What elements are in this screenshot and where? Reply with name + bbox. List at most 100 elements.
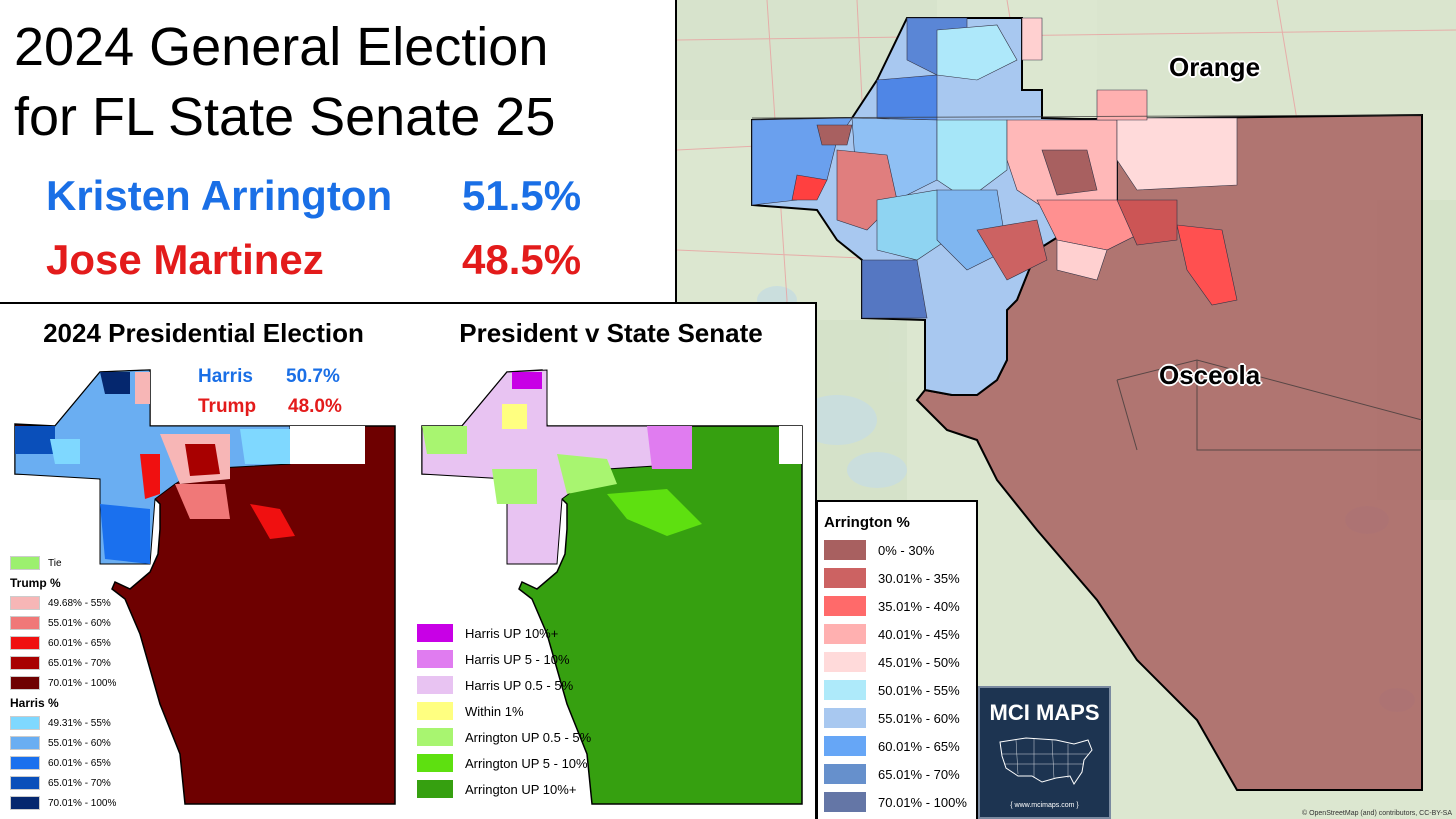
legend-label: 45.01% - 50% bbox=[878, 654, 960, 670]
osceola-county-label: Osceola bbox=[1159, 360, 1261, 390]
legend-label: Tie bbox=[48, 557, 62, 569]
legend-swatch bbox=[10, 556, 40, 570]
harris-label: Harris bbox=[198, 366, 253, 387]
comparison-map bbox=[421, 369, 803, 805]
legend-swatch bbox=[417, 624, 453, 642]
legend-swatch bbox=[417, 780, 453, 798]
comparison-panel: President v State Senate Harris UP 10%+ … bbox=[407, 302, 817, 819]
legend-label: Within 1% bbox=[465, 703, 524, 719]
comp-legend-row-3: Harris UP 0.5 - 5% bbox=[417, 676, 573, 694]
legend-label: 70.01% - 100% bbox=[48, 797, 117, 809]
legend-label: 49.31% - 55% bbox=[48, 717, 111, 729]
legend-swatch bbox=[417, 728, 453, 746]
legend-label: 35.01% - 40% bbox=[878, 598, 960, 614]
legend-label: Arrington UP 0.5 - 5% bbox=[465, 729, 592, 745]
logo-text: MCI MAPS bbox=[989, 700, 1100, 725]
legend-swatch bbox=[824, 652, 866, 672]
legend-row-trump-5: 70.01% - 100% bbox=[10, 676, 116, 690]
legend-swatch bbox=[824, 568, 866, 588]
legend-swatch bbox=[10, 656, 40, 670]
main-legend-row-1: 0% - 30% bbox=[824, 540, 934, 560]
legend-swatch bbox=[10, 756, 40, 770]
trump-pct: 48.0% bbox=[288, 396, 342, 417]
logo-url: { www.mcimaps.com } bbox=[1010, 802, 1079, 809]
arrington-legend: Arrington % 0% - 30% 30.01% - 35% 35.01%… bbox=[816, 500, 978, 819]
legend-swatch bbox=[824, 736, 866, 756]
legend-row-trump-3: 60.01% - 65% bbox=[10, 636, 111, 650]
legend-title: Arrington % bbox=[824, 514, 910, 531]
legend-label: Arrington UP 10%+ bbox=[465, 781, 577, 797]
main-legend-row-9: 65.01% - 70% bbox=[824, 764, 960, 784]
main-legend-row-3: 35.01% - 40% bbox=[824, 596, 960, 616]
legend-row-harris-2: 55.01% - 60% bbox=[10, 736, 111, 750]
main-legend-row-2: 30.01% - 35% bbox=[824, 568, 960, 588]
legend-label: 40.01% - 45% bbox=[878, 626, 960, 642]
comp-legend-row-4: Within 1% bbox=[417, 702, 524, 720]
us-map-icon bbox=[999, 737, 1093, 785]
main-legend-row-5: 45.01% - 50% bbox=[824, 652, 960, 672]
comp-legend-row-5: Arrington UP 0.5 - 5% bbox=[417, 728, 591, 746]
district-precincts bbox=[751, 17, 1423, 791]
legend-label: 60.01% - 65% bbox=[48, 757, 111, 769]
title-line-1: 2024 General Election bbox=[14, 17, 549, 77]
main-legend-row-4: 40.01% - 45% bbox=[824, 624, 960, 644]
legend-swatch bbox=[824, 540, 866, 560]
comp-legend-row-6: Arrington UP 5 - 10% bbox=[417, 754, 588, 772]
map-attribution: © OpenStreetMap (and) contributors, CC-B… bbox=[1301, 810, 1452, 817]
legend-label: 60.01% - 65% bbox=[878, 738, 960, 754]
comparison-title: President v State Senate bbox=[459, 318, 763, 348]
candidate-martinez-pct: 48.5% bbox=[462, 236, 582, 283]
trump-legend-header: Trump % bbox=[10, 576, 61, 590]
legend-swatch bbox=[824, 624, 866, 644]
legend-row-trump-2: 55.01% - 60% bbox=[10, 616, 111, 630]
legend-label: Harris UP 5 - 10% bbox=[465, 651, 570, 667]
legend-row-harris-5: 70.01% - 100% bbox=[10, 796, 116, 810]
legend-label: 60.01% - 65% bbox=[48, 637, 111, 649]
legend-label: 55.01% - 60% bbox=[878, 710, 960, 726]
legend-swatch bbox=[824, 680, 866, 700]
legend-label: 65.01% - 70% bbox=[48, 657, 111, 669]
legend-swatch bbox=[417, 650, 453, 668]
legend-row-trump-1: 49.68% - 55% bbox=[10, 596, 111, 610]
candidate-martinez-name: Jose Martinez bbox=[46, 236, 324, 283]
presidential-map bbox=[14, 369, 396, 805]
main-legend-row-6: 50.01% - 55% bbox=[824, 680, 960, 700]
legend-swatch bbox=[10, 636, 40, 650]
presidential-panel: 2024 Presidential Election Harris 50.7% … bbox=[0, 302, 409, 819]
presidential-title: 2024 Presidential Election bbox=[43, 318, 364, 348]
comp-legend-row-1: Harris UP 10%+ bbox=[417, 624, 558, 642]
comp-legend-row-2: Harris UP 5 - 10% bbox=[417, 650, 570, 668]
legend-label: 50.01% - 55% bbox=[878, 682, 960, 698]
orange-county-label: Orange bbox=[1169, 52, 1261, 82]
legend-swatch bbox=[10, 736, 40, 750]
harris-legend-header: Harris % bbox=[10, 696, 59, 710]
legend-swatch bbox=[10, 796, 40, 810]
legend-swatch bbox=[10, 616, 40, 630]
main-legend-row-8: 60.01% - 65% bbox=[824, 736, 960, 756]
legend-label: 65.01% - 70% bbox=[878, 766, 960, 782]
legend-swatch bbox=[824, 596, 866, 616]
comp-legend-row-7: Arrington UP 10%+ bbox=[417, 780, 576, 798]
legend-label: 55.01% - 60% bbox=[48, 617, 111, 629]
legend-label: Harris UP 0.5 - 5% bbox=[465, 677, 574, 693]
harris-pct: 50.7% bbox=[286, 366, 340, 387]
legend-row-trump-4: 65.01% - 70% bbox=[10, 656, 111, 670]
legend-label: 49.68% - 55% bbox=[48, 597, 111, 609]
legend-swatch bbox=[417, 702, 453, 720]
legend-label: 70.01% - 100% bbox=[48, 677, 117, 689]
legend-row-harris-3: 60.01% - 65% bbox=[10, 756, 111, 770]
legend-row-harris-1: 49.31% - 55% bbox=[10, 716, 111, 730]
legend-swatch bbox=[824, 708, 866, 728]
main-legend-row-10: 70.01% - 100% bbox=[824, 792, 967, 812]
main-legend-row-7: 55.01% - 60% bbox=[824, 708, 960, 728]
legend-label: 55.01% - 60% bbox=[48, 737, 111, 749]
legend-swatch bbox=[10, 776, 40, 790]
legend-label: Arrington UP 5 - 10% bbox=[465, 755, 588, 771]
legend-swatch bbox=[10, 676, 40, 690]
trump-label: Trump bbox=[198, 396, 257, 417]
legend-swatch bbox=[824, 792, 866, 812]
legend-swatch bbox=[417, 754, 453, 772]
legend-label: 70.01% - 100% bbox=[878, 794, 967, 810]
candidate-arrington-name: Kristen Arrington bbox=[46, 172, 393, 219]
legend-row-tie: Tie bbox=[10, 556, 62, 570]
